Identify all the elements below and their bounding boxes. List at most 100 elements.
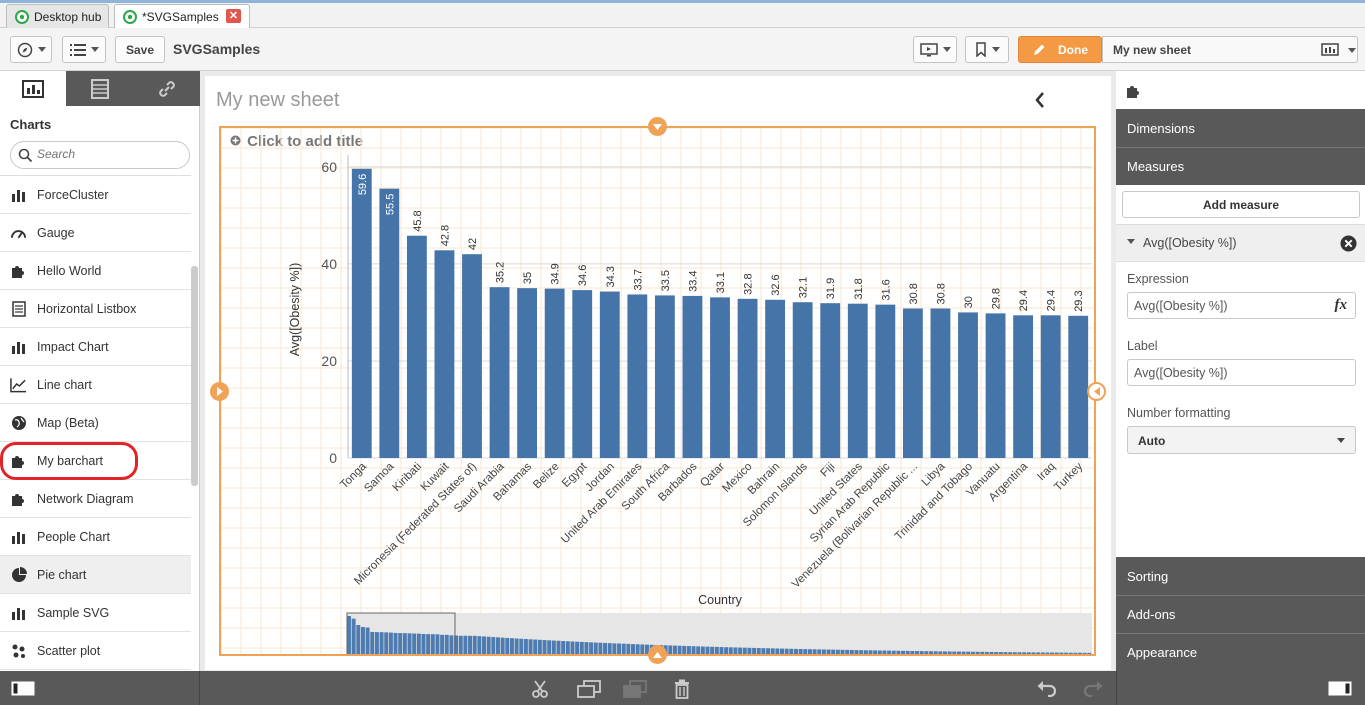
- tab-svgsamples[interactable]: *SVGSamples ✕: [114, 4, 250, 29]
- bar[interactable]: [820, 303, 841, 458]
- overview-bar: [631, 644, 635, 654]
- list-item[interactable]: Map (Beta): [0, 404, 191, 442]
- bar[interactable]: [737, 298, 758, 458]
- list-item[interactable]: Sample SVG: [0, 594, 191, 632]
- bar[interactable]: [351, 168, 372, 458]
- bar[interactable]: [599, 291, 620, 458]
- overview-bar: [607, 643, 612, 654]
- bar[interactable]: [434, 250, 455, 458]
- tab-charts[interactable]: [0, 71, 66, 106]
- bar[interactable]: [765, 299, 786, 458]
- bar[interactable]: [517, 288, 538, 458]
- bar[interactable]: [489, 287, 510, 458]
- bar[interactable]: [902, 308, 923, 458]
- measure-item[interactable]: Avg([Obesity %]): [1116, 224, 1365, 262]
- bar[interactable]: [544, 288, 565, 458]
- resize-handle-left[interactable]: [210, 382, 229, 401]
- number-formatting-value: Auto: [1138, 434, 1166, 448]
- list-item-label: People Chart: [37, 529, 110, 544]
- bookmark-button[interactable]: [965, 36, 1009, 63]
- list-item[interactable]: Scatter plot: [0, 632, 191, 670]
- scrollbar[interactable]: [191, 266, 198, 486]
- bar[interactable]: [1068, 315, 1089, 458]
- chevron-left-icon[interactable]: [1033, 90, 1047, 110]
- close-circle-icon[interactable]: [1340, 235, 1357, 252]
- section-dimensions[interactable]: Dimensions: [1116, 109, 1365, 147]
- list-item[interactable]: ForceCluster: [0, 176, 191, 214]
- data-label: 33.1: [715, 272, 727, 293]
- search-field[interactable]: [10, 141, 190, 169]
- page-title[interactable]: My new sheet: [216, 89, 340, 111]
- bar[interactable]: [462, 254, 482, 458]
- sheet-selector[interactable]: My new sheet: [1102, 36, 1358, 63]
- resize-handle-top[interactable]: [648, 117, 667, 136]
- tab-desktop-hub[interactable]: Desktop hub: [6, 4, 109, 28]
- bar[interactable]: [710, 297, 730, 458]
- list-item[interactable]: Horizontal Listbox: [0, 290, 191, 328]
- section-appearance[interactable]: Appearance: [1116, 633, 1365, 671]
- navigation-button[interactable]: [10, 36, 52, 63]
- number-formatting-select[interactable]: Auto: [1127, 426, 1356, 454]
- undo-icon[interactable]: [1037, 680, 1057, 697]
- plus-circle-icon: [230, 135, 241, 146]
- bar-chart-object[interactable]: Click to add title 0 20 40 60 Avg([Obesity %…: [210, 117, 1106, 664]
- overview-bar: [370, 631, 375, 654]
- expression-input[interactable]: Avg([Obesity %]) fx: [1127, 292, 1356, 319]
- list-item[interactable]: People Chart: [0, 518, 191, 556]
- overview-window[interactable]: [346, 612, 456, 654]
- cut-icon[interactable]: [531, 679, 551, 699]
- tab-master-items[interactable]: [133, 71, 200, 106]
- overview-bar: [966, 651, 971, 654]
- bar[interactable]: [930, 308, 951, 458]
- bar[interactable]: [985, 313, 1006, 458]
- list-item[interactable]: Gauge: [0, 214, 191, 252]
- trash-icon[interactable]: [674, 679, 690, 699]
- section-measures[interactable]: Measures: [1116, 147, 1365, 185]
- bar[interactable]: [1040, 315, 1061, 458]
- save-button[interactable]: Save: [115, 36, 165, 63]
- bar[interactable]: [572, 290, 593, 458]
- overview-bar: [714, 646, 719, 654]
- bar[interactable]: [847, 303, 868, 458]
- left-panel-toggle-area: [0, 671, 200, 705]
- bar[interactable]: [682, 295, 703, 458]
- bar[interactable]: [1013, 315, 1034, 458]
- global-menu-button[interactable]: [62, 36, 106, 63]
- add-measure-button[interactable]: Add measure: [1122, 191, 1360, 218]
- add-title-prompt[interactable]: Click to add title: [230, 133, 363, 150]
- list-item[interactable]: Pie chart: [0, 556, 191, 594]
- puzzle-icon: [10, 490, 27, 507]
- section-sorting[interactable]: Sorting: [1116, 557, 1365, 595]
- presentation-button[interactable]: [913, 36, 957, 63]
- list-item[interactable]: Line chart: [0, 366, 191, 404]
- resize-handle-bottom[interactable]: [648, 645, 667, 664]
- redo-icon[interactable]: [1083, 680, 1103, 697]
- panel-toggle-icon[interactable]: [1328, 681, 1352, 696]
- fx-icon[interactable]: fx: [1334, 297, 1348, 313]
- list-item[interactable]: Network Diagram: [0, 480, 191, 518]
- section-addons[interactable]: Add-ons: [1116, 595, 1365, 633]
- label-input[interactable]: Avg([Obesity %]): [1127, 359, 1356, 386]
- paste-icon[interactable]: [622, 679, 648, 699]
- bar[interactable]: [627, 294, 648, 458]
- bar[interactable]: [379, 188, 400, 458]
- list-item[interactable]: Hello World: [0, 252, 191, 290]
- copy-icon[interactable]: [576, 679, 602, 699]
- overview-bar: [612, 643, 617, 654]
- bar[interactable]: [406, 235, 427, 458]
- list-item[interactable]: Impact Chart: [0, 328, 191, 366]
- overview-bar: [696, 646, 701, 654]
- close-icon[interactable]: ✕: [226, 9, 241, 23]
- bar[interactable]: [875, 304, 896, 458]
- bar[interactable]: [792, 302, 813, 458]
- search-input[interactable]: [37, 147, 182, 161]
- panel-toggle-icon[interactable]: [11, 681, 35, 696]
- expression-label: Expression: [1127, 272, 1189, 286]
- bar[interactable]: [958, 312, 978, 458]
- bar[interactable]: [654, 295, 675, 458]
- resize-handle-right[interactable]: [1087, 382, 1106, 401]
- tab-fields[interactable]: [66, 71, 133, 106]
- overview-bar: [537, 639, 542, 654]
- done-button[interactable]: Done: [1018, 36, 1102, 63]
- overview-bar: [896, 650, 901, 654]
